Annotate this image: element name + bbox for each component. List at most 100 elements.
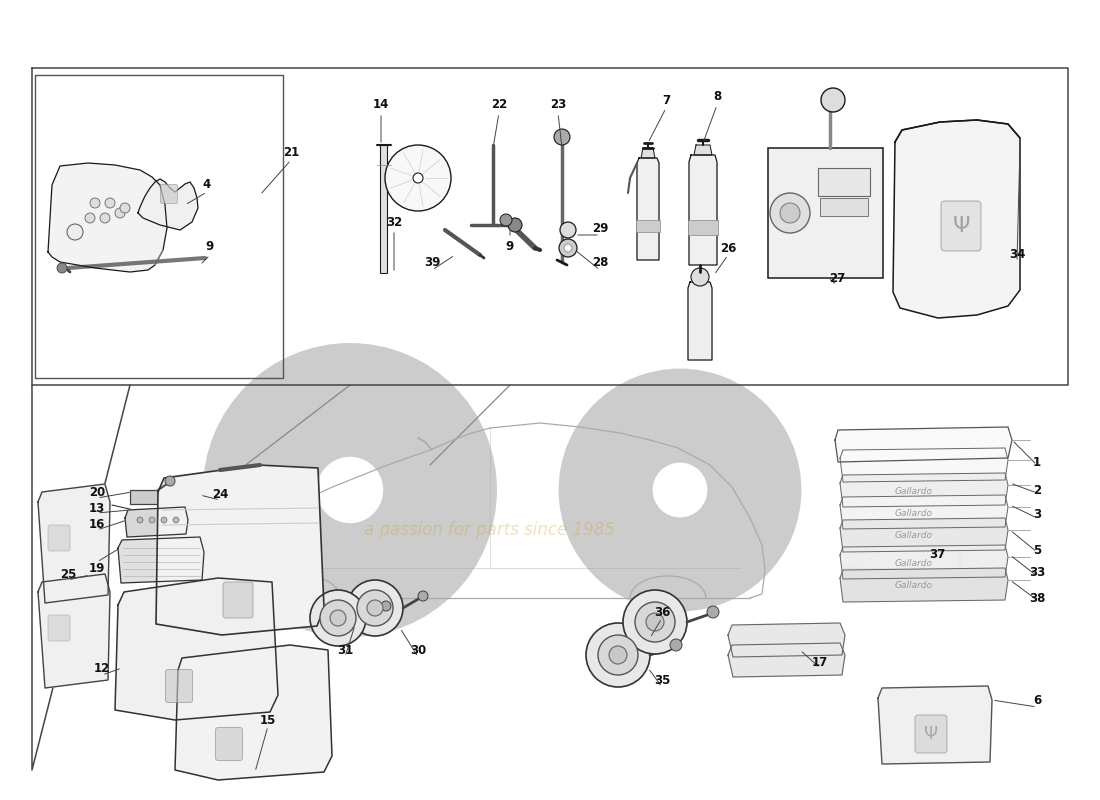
Circle shape (100, 213, 110, 223)
Polygon shape (728, 623, 845, 657)
Bar (379, 145, 387, 273)
Text: Gallardo: Gallardo (895, 531, 933, 541)
Circle shape (148, 517, 155, 523)
FancyBboxPatch shape (165, 670, 192, 702)
Text: Ψ: Ψ (953, 216, 970, 236)
Polygon shape (116, 578, 278, 720)
Polygon shape (840, 568, 1008, 602)
Polygon shape (840, 448, 1008, 482)
Text: 9: 9 (206, 241, 214, 254)
Text: 29: 29 (592, 222, 608, 234)
Polygon shape (893, 120, 1020, 318)
Circle shape (598, 635, 638, 675)
Bar (636, 220, 660, 232)
Polygon shape (138, 179, 198, 230)
Polygon shape (688, 282, 712, 360)
Polygon shape (48, 163, 167, 272)
Text: 28: 28 (592, 255, 608, 269)
Polygon shape (840, 473, 1008, 507)
Bar (818, 168, 870, 196)
Text: 22: 22 (491, 98, 507, 111)
Text: 14: 14 (373, 98, 389, 111)
Circle shape (670, 639, 682, 651)
Circle shape (381, 601, 390, 611)
Polygon shape (125, 507, 188, 537)
Text: 13: 13 (89, 502, 106, 514)
Text: 21: 21 (283, 146, 299, 158)
Circle shape (346, 580, 403, 636)
Text: 33: 33 (1028, 566, 1045, 579)
FancyBboxPatch shape (223, 582, 253, 618)
Bar (820, 198, 868, 216)
Circle shape (508, 218, 522, 232)
FancyBboxPatch shape (48, 525, 70, 551)
Circle shape (646, 613, 664, 631)
Polygon shape (835, 427, 1012, 462)
Polygon shape (840, 545, 1008, 579)
Polygon shape (840, 518, 1008, 552)
Circle shape (165, 476, 175, 486)
Bar (688, 220, 718, 235)
Circle shape (821, 88, 845, 112)
Text: 7: 7 (662, 94, 670, 106)
Text: Gallardo: Gallardo (895, 582, 933, 590)
FancyBboxPatch shape (48, 615, 70, 641)
Circle shape (500, 214, 512, 226)
Text: Gallardo: Gallardo (895, 509, 933, 518)
Circle shape (770, 193, 810, 233)
Bar (130, 490, 178, 504)
Text: 38: 38 (1028, 591, 1045, 605)
Text: 12: 12 (94, 662, 110, 674)
Polygon shape (118, 537, 204, 583)
Text: 30: 30 (410, 643, 426, 657)
Text: Gallardo: Gallardo (895, 486, 933, 495)
FancyBboxPatch shape (940, 201, 981, 251)
Circle shape (635, 602, 675, 642)
FancyBboxPatch shape (161, 185, 177, 203)
Text: 34: 34 (1009, 249, 1025, 262)
Polygon shape (637, 158, 659, 260)
Circle shape (560, 222, 576, 238)
Circle shape (161, 517, 167, 523)
Text: 1: 1 (1033, 455, 1041, 469)
Circle shape (609, 646, 627, 664)
Text: 5: 5 (1033, 543, 1041, 557)
Circle shape (104, 198, 116, 208)
Circle shape (385, 145, 451, 211)
Circle shape (586, 623, 650, 687)
Circle shape (559, 239, 578, 257)
Circle shape (330, 610, 346, 626)
Text: Ψ: Ψ (924, 725, 938, 743)
Text: 32: 32 (386, 215, 403, 229)
Circle shape (67, 224, 82, 240)
Circle shape (554, 129, 570, 145)
Text: 35: 35 (653, 674, 670, 686)
Text: 9: 9 (506, 241, 514, 254)
Circle shape (138, 517, 143, 523)
Circle shape (780, 203, 800, 223)
Circle shape (90, 198, 100, 208)
Text: 3: 3 (1033, 509, 1041, 522)
Text: a passion for parts since 1985: a passion for parts since 1985 (364, 521, 616, 539)
Text: 36: 36 (653, 606, 670, 618)
Circle shape (57, 263, 67, 273)
Text: Gallardo: Gallardo (895, 558, 933, 567)
Circle shape (120, 203, 130, 213)
Text: 6: 6 (1033, 694, 1041, 706)
Circle shape (310, 590, 366, 646)
Polygon shape (689, 155, 717, 265)
Text: 8: 8 (713, 90, 722, 103)
Text: 26: 26 (719, 242, 736, 254)
Polygon shape (641, 148, 654, 158)
FancyBboxPatch shape (915, 715, 947, 753)
Circle shape (412, 173, 424, 183)
Text: 16: 16 (89, 518, 106, 531)
Circle shape (173, 517, 179, 523)
Bar (768, 148, 883, 278)
Polygon shape (156, 465, 324, 635)
Polygon shape (728, 643, 845, 677)
Text: 24: 24 (212, 489, 228, 502)
Circle shape (320, 600, 356, 636)
Circle shape (707, 606, 719, 618)
Circle shape (85, 213, 95, 223)
